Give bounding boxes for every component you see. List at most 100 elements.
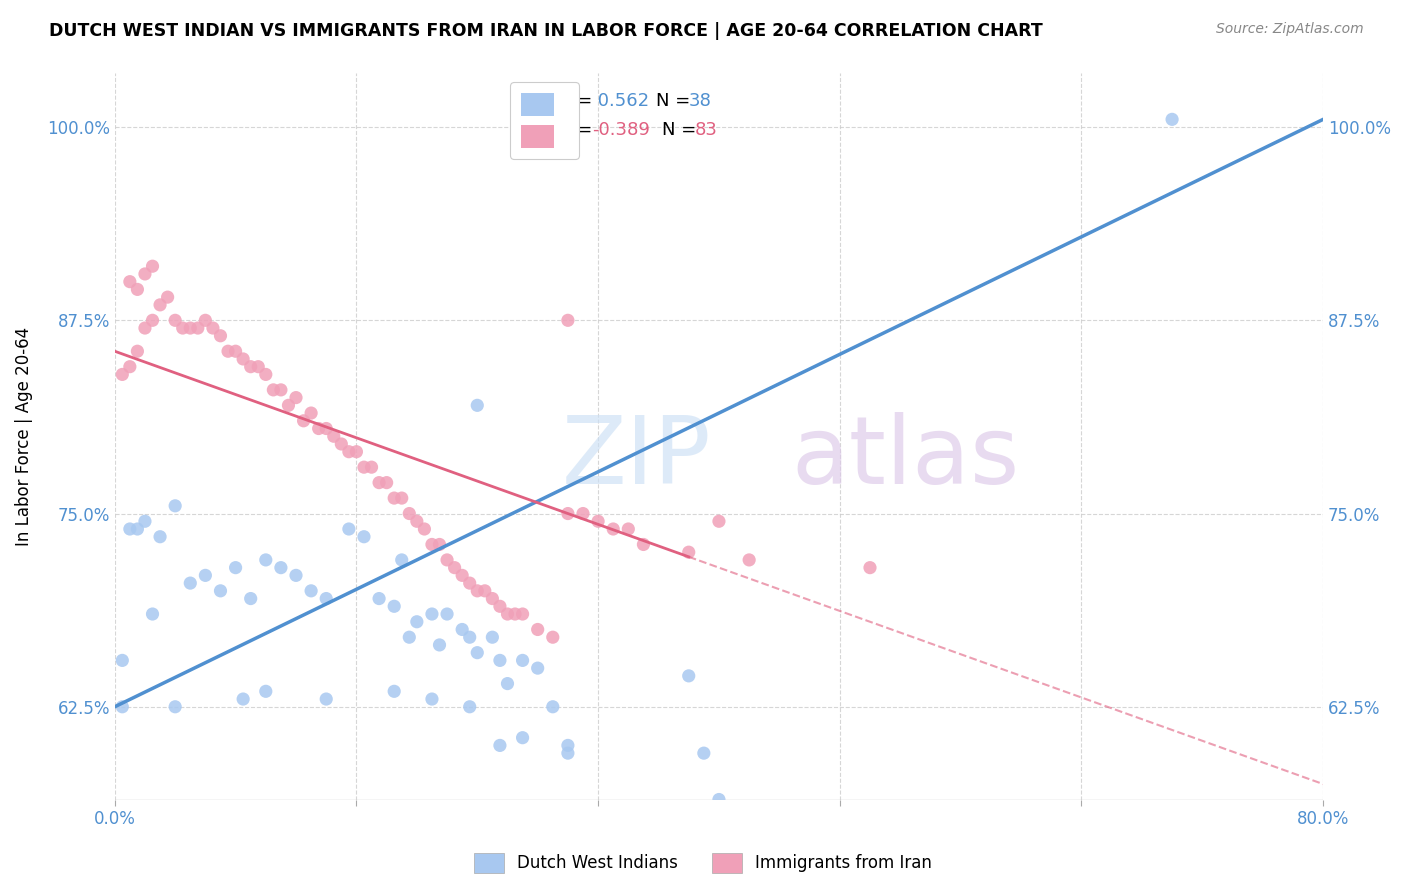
Point (738, 553, 761, 567)
Point (111, 699, 134, 714)
Point (678, 545, 700, 559)
Point (458, 630, 481, 644)
Point (270, 560, 292, 574)
Text: R =: R = (560, 120, 599, 138)
Text: DUTCH WEST INDIAN VS IMMIGRANTS FROM IRAN IN LABOR FORCE | AGE 20-64 CORRELATION: DUTCH WEST INDIAN VS IMMIGRANTS FROM IRA… (49, 22, 1043, 40)
Point (172, 321, 194, 335)
Point (465, 398, 488, 412)
Point (353, 460, 375, 475)
Point (405, 514, 427, 528)
Legend: , : , (510, 82, 579, 159)
Point (330, 437, 353, 451)
Point (436, 607, 458, 621)
Point (707, 792, 730, 806)
Point (322, 429, 344, 443)
Point (254, 553, 277, 567)
Point (315, 421, 337, 435)
Point (586, 514, 609, 528)
Point (429, 638, 451, 652)
Point (512, 607, 534, 621)
Point (127, 282, 149, 296)
Point (187, 321, 209, 335)
Point (239, 591, 262, 606)
Point (458, 576, 481, 591)
Point (526, 661, 548, 675)
Point (239, 359, 262, 374)
Point (541, 699, 564, 714)
Point (481, 630, 503, 644)
Point (678, 669, 700, 683)
Text: atlas: atlas (792, 412, 1019, 504)
Point (526, 623, 548, 637)
Point (557, 313, 579, 327)
Point (194, 568, 217, 582)
Point (337, 522, 360, 536)
Point (707, 514, 730, 528)
Point (262, 383, 284, 397)
Point (315, 692, 337, 706)
Point (489, 739, 512, 753)
Point (165, 499, 187, 513)
Point (308, 421, 330, 435)
Point (225, 560, 247, 574)
Point (557, 739, 579, 753)
Text: 83: 83 (695, 120, 717, 138)
Point (315, 591, 337, 606)
Point (693, 746, 716, 760)
Point (489, 653, 512, 667)
Text: ZIP: ZIP (562, 412, 711, 504)
Point (859, 560, 882, 574)
Point (149, 298, 172, 312)
Point (118, 522, 141, 536)
Point (254, 684, 277, 698)
Point (474, 583, 496, 598)
Legend: Dutch West Indians, Immigrants from Iran: Dutch West Indians, Immigrants from Iran (467, 847, 939, 880)
Point (111, 653, 134, 667)
Point (118, 275, 141, 289)
Point (165, 699, 187, 714)
Text: 0.562: 0.562 (592, 92, 650, 111)
Point (165, 313, 187, 327)
Text: N =: N = (662, 120, 702, 138)
Point (496, 676, 519, 690)
Text: Source: ZipAtlas.com: Source: ZipAtlas.com (1216, 22, 1364, 37)
Point (375, 475, 398, 490)
Point (633, 537, 655, 551)
Point (247, 359, 270, 374)
Point (346, 444, 368, 458)
Point (465, 646, 488, 660)
Point (111, 368, 134, 382)
Point (217, 344, 239, 359)
Text: 38: 38 (689, 92, 711, 111)
Point (420, 537, 443, 551)
Point (1161, 112, 1184, 127)
Point (481, 591, 503, 606)
Point (134, 514, 156, 528)
Point (209, 328, 232, 343)
Point (557, 746, 579, 760)
Point (496, 607, 519, 621)
Point (270, 383, 292, 397)
Point (299, 406, 322, 420)
Point (429, 537, 451, 551)
Point (141, 313, 163, 327)
Point (337, 444, 360, 458)
Point (398, 630, 420, 644)
Point (209, 583, 232, 598)
Point (232, 692, 254, 706)
Point (134, 321, 156, 335)
Point (398, 507, 420, 521)
Point (436, 553, 458, 567)
Point (489, 599, 512, 614)
Point (179, 576, 201, 591)
Point (512, 653, 534, 667)
Point (391, 553, 413, 567)
Point (382, 599, 405, 614)
Point (413, 522, 436, 536)
Point (232, 351, 254, 366)
Point (368, 475, 391, 490)
Point (141, 259, 163, 273)
Point (405, 615, 427, 629)
Point (118, 359, 141, 374)
Point (451, 568, 474, 582)
